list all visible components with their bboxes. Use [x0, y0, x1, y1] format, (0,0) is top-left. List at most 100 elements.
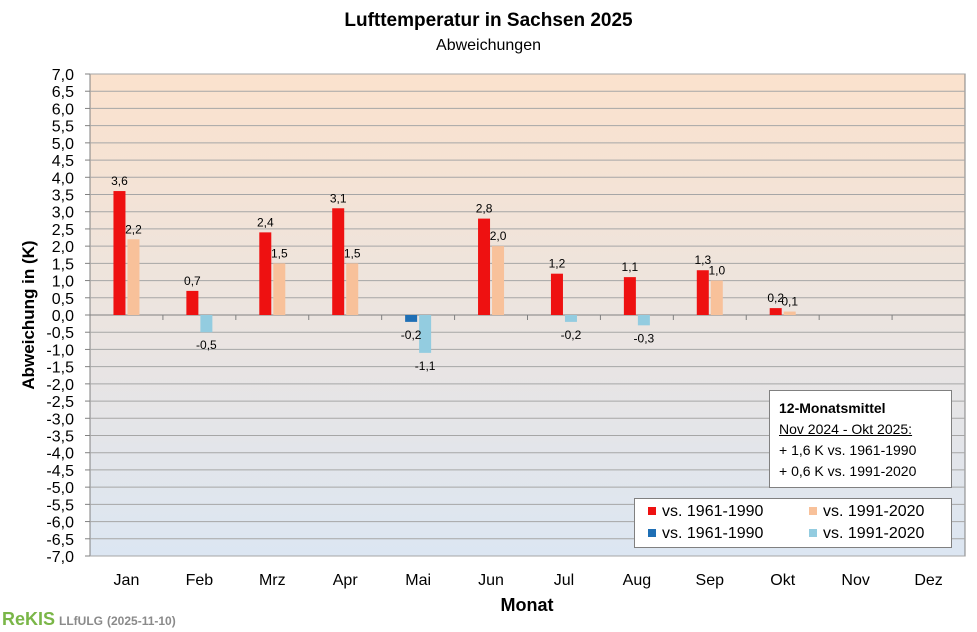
info-box-period: Nov 2024 - Okt 2025:	[779, 421, 913, 437]
data-label: 1,3	[694, 253, 711, 267]
legend-item-red: vs. 1961-1990	[648, 503, 763, 521]
bar-1991-2020-jul	[564, 315, 577, 322]
y-tick-label: 6,0	[52, 101, 74, 118]
bar-1991-2020-apr	[346, 263, 359, 315]
x-tick-label: Mrz	[259, 572, 286, 589]
bar-1991-2020-aug	[637, 315, 650, 326]
x-axis-ticks: Jan Feb Mrz Apr Mai Jun Jul Aug Sep Okt Nov Dez	[89, 315, 943, 589]
data-label: -1,1	[415, 359, 436, 373]
info-box-line-1991: + 0,6 K vs. 1991-2020	[779, 463, 917, 479]
data-label: 2,0	[490, 229, 507, 243]
data-label: 3,1	[330, 191, 347, 205]
twelve-month-mean-box: 12-Monatsmittel Nov 2024 - Okt 2025: + 1…	[769, 390, 952, 488]
bar-1961-1990-okt	[769, 308, 782, 315]
data-label: -0,5	[196, 338, 217, 352]
y-tick-label: -1,5	[46, 360, 74, 377]
bar-1991-2020-mai	[419, 315, 432, 353]
x-tick-label: Feb	[186, 572, 214, 589]
bar-1991-2020-sep	[710, 280, 723, 315]
y-tick-label: -2,5	[46, 394, 74, 411]
legend-swatch	[648, 529, 656, 537]
bar-1991-2020-jun	[492, 246, 505, 315]
data-label: 2,8	[476, 202, 493, 216]
legend-swatch	[648, 507, 656, 515]
data-label: 2,2	[125, 222, 142, 236]
y-tick-label: -7,0	[46, 549, 74, 566]
legend-item-blue: vs. 1961-1990	[648, 525, 763, 543]
y-tick-label: -3,0	[46, 411, 74, 428]
x-tick-label: Jun	[478, 572, 504, 589]
y-tick-label: -6,0	[46, 515, 74, 532]
y-tick-label: 5,5	[52, 119, 74, 136]
info-box-title: 12-Monatsmittel	[779, 400, 886, 416]
data-label: 0,2	[767, 291, 784, 305]
y-tick-label: -4,5	[46, 463, 74, 480]
data-label: 1,1	[622, 260, 639, 274]
legend-label: vs. 1961-1990	[662, 503, 764, 520]
x-tick-label: Jan	[114, 572, 140, 589]
y-tick-label: -5,5	[46, 497, 74, 514]
data-label: 1,2	[549, 257, 566, 271]
legend-label: vs. 1961-1990	[662, 525, 764, 542]
legend-label: vs. 1991-2020	[823, 503, 925, 520]
y-tick-label: 6,5	[52, 84, 74, 101]
y-tick-label: 3,0	[52, 205, 74, 222]
footer: ReKIS LLfULG (2025-11-10)	[2, 609, 176, 630]
y-tick-label: 4,0	[52, 170, 74, 187]
y-tick-label: 2,0	[52, 239, 74, 256]
bar-1961-1990-jun	[478, 218, 491, 315]
data-label: 2,4	[257, 215, 274, 229]
data-label: -0,2	[401, 328, 422, 342]
bar-1961-1990-jul	[550, 273, 563, 315]
footer-org: LLfULG	[59, 614, 104, 628]
x-tick-label: Mai	[405, 572, 431, 589]
bar-1961-1990-aug	[623, 277, 636, 315]
y-tick-label: -1,0	[46, 342, 74, 359]
x-axis-label: Monat	[501, 595, 554, 615]
data-label: 0,7	[184, 274, 201, 288]
data-label: 3,6	[111, 174, 128, 188]
y-tick-label: 1,0	[52, 274, 74, 291]
legend-swatch	[809, 529, 817, 537]
bar-1961-1990-feb	[186, 290, 199, 315]
y-tick-label: -3,5	[46, 429, 74, 446]
legend-label: vs. 1991-2020	[823, 525, 925, 542]
x-tick-label: Sep	[696, 572, 725, 589]
x-tick-label: Jul	[554, 572, 574, 589]
legend-item-lightblue: vs. 1991-2020	[809, 525, 924, 543]
bar-1961-1990-sep	[696, 270, 709, 315]
data-labels: 3,6 0,7 2,4 3,1 -0,2 2,8 1,2 1,1 1,3 0,2 2,2 -0,5 1,…	[111, 174, 798, 373]
bar-1961-1990-jan	[113, 191, 126, 315]
y-tick-label: -5,0	[46, 480, 74, 497]
data-label: 1,5	[344, 246, 361, 260]
bar-1961-1990-mrz	[259, 232, 272, 315]
bar-1991-2020-feb	[200, 315, 213, 333]
chart-title: Lufttemperatur in Sachsen 2025	[344, 10, 633, 31]
y-tick-label: -4,0	[46, 446, 74, 463]
y-tick-label: -2,0	[46, 377, 74, 394]
rekis-logo: ReKIS	[2, 609, 56, 629]
bar-1991-2020-okt	[783, 311, 796, 315]
y-tick-label: 3,5	[52, 188, 74, 205]
y-tick-label: 0,0	[52, 308, 74, 325]
x-tick-label: Apr	[333, 572, 359, 589]
x-tick-label: Dez	[914, 572, 942, 589]
y-axis-label: Abweichung in (K)	[19, 240, 38, 389]
x-tick-label: Okt	[770, 572, 795, 589]
y-tick-label: 1,5	[52, 256, 74, 273]
data-label: 0,1	[781, 295, 798, 309]
bar-1991-2020-mrz	[273, 263, 286, 315]
info-box-line-1961: + 1,6 K vs. 1961-1990	[779, 442, 917, 458]
data-label: -0,3	[634, 331, 655, 345]
bars	[113, 191, 796, 353]
y-tick-label: -0,5	[46, 325, 74, 342]
y-tick-label: 4,5	[52, 153, 74, 170]
legend-swatch	[809, 507, 817, 515]
bar-1961-1990-apr	[332, 208, 345, 315]
x-tick-label: Nov	[841, 572, 869, 589]
y-tick-label: 0,5	[52, 291, 74, 308]
x-tick-label: Aug	[623, 572, 651, 589]
y-tick-label: 5,0	[52, 136, 74, 153]
y-tick-label: 2,5	[52, 222, 74, 239]
data-label: 1,5	[271, 246, 288, 260]
